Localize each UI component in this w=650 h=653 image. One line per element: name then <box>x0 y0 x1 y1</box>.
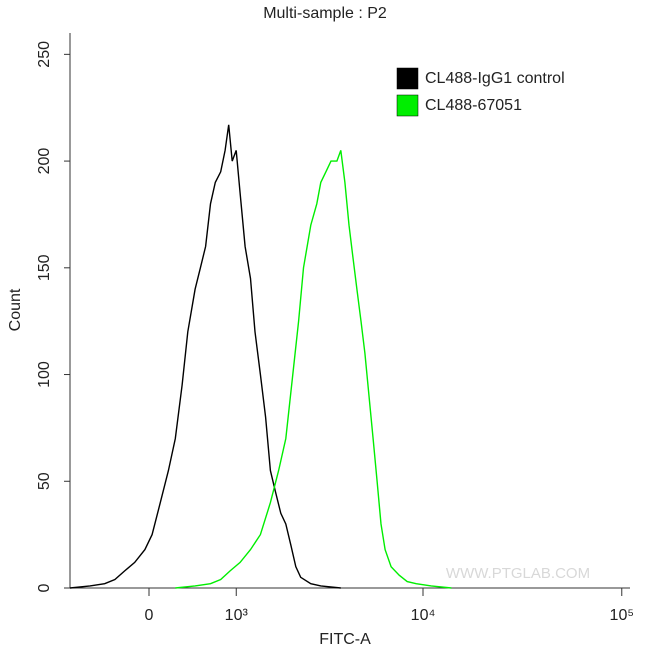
legend-swatch <box>396 94 419 117</box>
legend-label: CL488-67051 <box>425 97 522 114</box>
legend-swatch <box>396 67 419 90</box>
x-tick-label: 10⁴ <box>411 607 436 624</box>
watermark: WWW.PTGLAB.COM <box>446 565 590 582</box>
series-line <box>175 150 452 589</box>
legend-label: CL488-IgG1 control <box>425 70 565 87</box>
y-axis-label: Count <box>7 288 24 331</box>
y-tick-label: 50 <box>36 472 53 490</box>
chart-title: Multi-sample : P2 <box>263 5 387 22</box>
y-tick-label: 250 <box>36 41 53 68</box>
y-tick-label: 200 <box>36 148 53 175</box>
y-tick-label: 0 <box>36 583 53 592</box>
y-tick-label: 150 <box>36 254 53 281</box>
x-tick-label: 10⁵ <box>610 607 634 624</box>
x-tick-label: 0 <box>145 607 154 624</box>
x-tick-label: 10³ <box>225 607 249 624</box>
y-tick-label: 100 <box>36 361 53 388</box>
x-axis-label: FITC-A <box>319 631 371 648</box>
series-line <box>69 124 341 589</box>
